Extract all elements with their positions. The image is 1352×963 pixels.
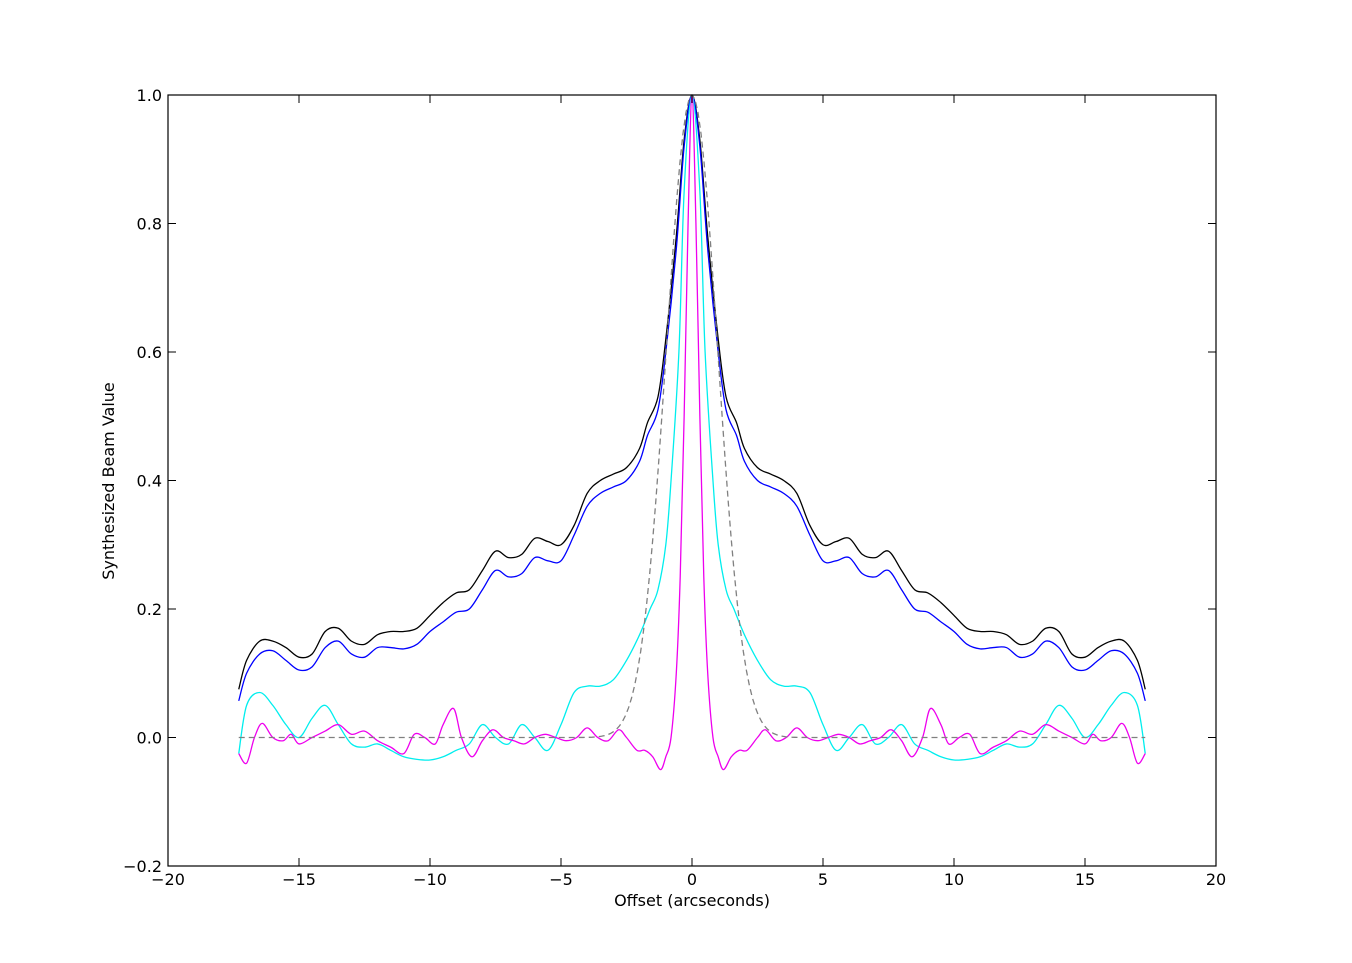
x-tick-label: 20 bbox=[1206, 870, 1226, 889]
x-tick-label: 10 bbox=[944, 870, 964, 889]
y-tick-label: 0.6 bbox=[137, 343, 162, 362]
y-axis-label: Synthesized Beam Value bbox=[99, 382, 118, 580]
x-tick-label: −5 bbox=[549, 870, 573, 889]
x-tick-label: −15 bbox=[282, 870, 316, 889]
ticks-layer: −20 −15 −10 −5 0 5 10 15 20 −0.2 0.0 0.2 0.4 0.6 0.8 1.… bbox=[123, 86, 1226, 889]
x-tick-label: 5 bbox=[818, 870, 828, 889]
y-tick-label: 0.4 bbox=[137, 472, 162, 491]
x-tick-label: 15 bbox=[1075, 870, 1095, 889]
y-tick-label: 0.2 bbox=[137, 600, 162, 619]
x-tick-label: 0 bbox=[687, 870, 697, 889]
y-tick-label: 0.8 bbox=[137, 215, 162, 234]
y-tick-label: −0.2 bbox=[123, 857, 162, 876]
x-tick-label: −10 bbox=[413, 870, 447, 889]
y-tick-label: 0.0 bbox=[137, 729, 162, 748]
y-tick-label: 1.0 bbox=[137, 86, 162, 105]
x-tick-label: −20 bbox=[151, 870, 185, 889]
x-axis-label: Offset (arcseconds) bbox=[614, 891, 770, 910]
